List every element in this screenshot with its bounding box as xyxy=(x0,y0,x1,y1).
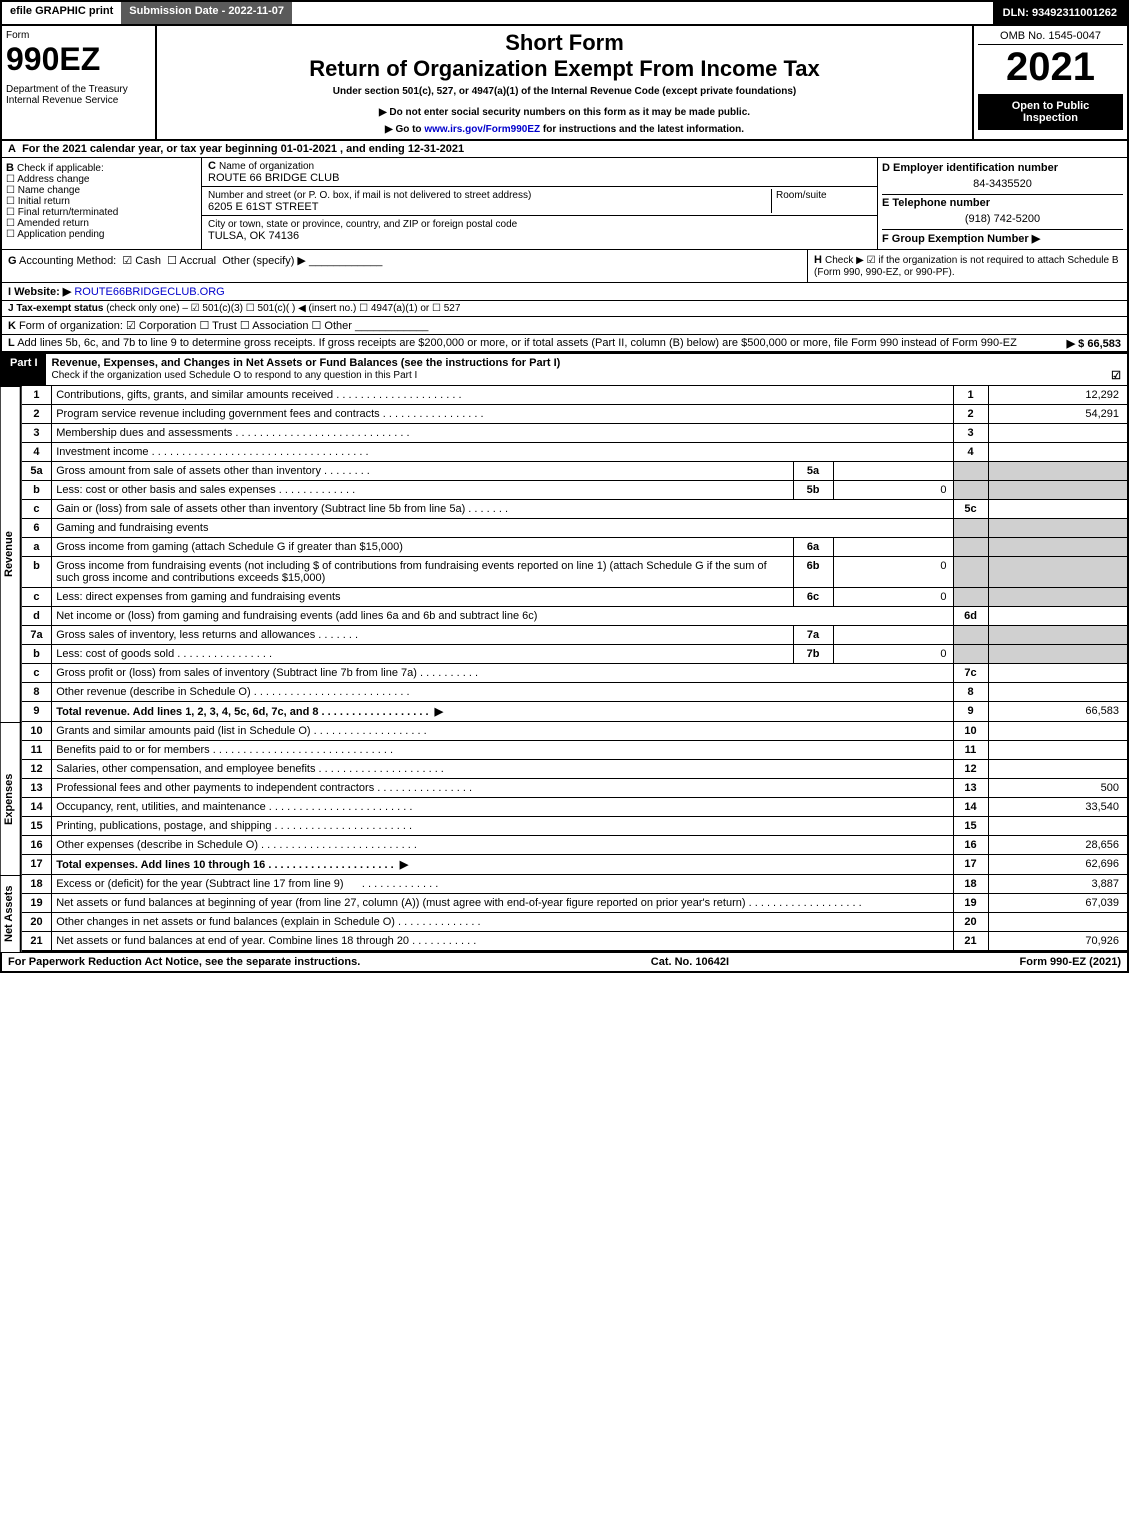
chk-amended-return[interactable]: Amended return xyxy=(6,218,197,229)
org-city: TULSA, OK 74136 xyxy=(208,230,299,242)
goto-link[interactable]: ▶ Go to www.irs.gov/Form990EZ for instru… xyxy=(161,124,968,135)
line-7a: 7aGross sales of inventory, less returns… xyxy=(22,626,1128,645)
omb-number: OMB No. 1545-0047 xyxy=(978,30,1123,45)
expenses-block: Expenses 10Grants and similar amounts pa… xyxy=(0,722,1129,875)
gross-receipts: ▶ $ 66,583 xyxy=(1067,337,1121,350)
short-form-title: Short Form xyxy=(161,30,968,56)
chk-cash[interactable]: Cash xyxy=(122,255,161,267)
section-g: G Accounting Method: Cash Accrual Other … xyxy=(2,250,807,282)
chk-accrual[interactable]: Accrual xyxy=(167,255,216,267)
line-6b: bGross income from fundraising events (n… xyxy=(22,557,1128,588)
ssn-warning: ▶ Do not enter social security numbers o… xyxy=(161,107,968,118)
section-c: C Name of organization ROUTE 66 BRIDGE C… xyxy=(202,158,877,249)
dept-label: Department of the Treasury xyxy=(6,84,151,95)
line-21: 21Net assets or fund balances at end of … xyxy=(22,932,1128,952)
line-5a: 5aGross amount from sale of assets other… xyxy=(22,462,1128,481)
line-16: 16Other expenses (describe in Schedule O… xyxy=(22,836,1128,855)
subtitle: Under section 501(c), 527, or 4947(a)(1)… xyxy=(161,86,968,97)
main-title: Return of Organization Exempt From Incom… xyxy=(161,56,968,82)
revenue-side-label: Revenue xyxy=(0,386,22,722)
submission-date: Submission Date - 2022-11-07 xyxy=(121,2,292,24)
chk-name-change[interactable]: Name change xyxy=(6,185,197,196)
chk-initial-return[interactable]: Initial return xyxy=(6,196,197,207)
tax-year: 2021 xyxy=(978,45,1123,90)
net-assets-side-label: Net Assets xyxy=(0,875,22,952)
dln-label: DLN: 93492311001262 xyxy=(993,2,1127,24)
section-j: J Tax-exempt status (check only one) – ☑… xyxy=(0,301,1129,317)
line-12: 12Salaries, other compensation, and empl… xyxy=(22,760,1128,779)
section-k: K Form of organization: ☑ Corporation ☐ … xyxy=(0,317,1129,335)
line-1: 1Contributions, gifts, grants, and simil… xyxy=(22,386,1128,405)
form-label: Form xyxy=(6,30,151,41)
line-13: 13Professional fees and other payments t… xyxy=(22,779,1128,798)
line-19: 19Net assets or fund balances at beginni… xyxy=(22,894,1128,913)
line-20: 20Other changes in net assets or fund ba… xyxy=(22,913,1128,932)
line-3: 3Membership dues and assessments . . . .… xyxy=(22,424,1128,443)
line-9: 9Total revenue. Add lines 1, 2, 3, 4, 5c… xyxy=(22,702,1128,722)
line-6c: cLess: direct expenses from gaming and f… xyxy=(22,588,1128,607)
part-i-header: Part I Revenue, Expenses, and Changes in… xyxy=(0,352,1129,386)
line-7c: cGross profit or (loss) from sales of in… xyxy=(22,664,1128,683)
line-8: 8Other revenue (describe in Schedule O) … xyxy=(22,683,1128,702)
org-name: ROUTE 66 BRIDGE CLUB xyxy=(208,172,339,184)
expenses-side-label: Expenses xyxy=(0,722,22,875)
line-5b: bLess: cost or other basis and sales exp… xyxy=(22,481,1128,500)
phone-value: (918) 742-5200 xyxy=(882,209,1123,229)
page-footer: For Paperwork Reduction Act Notice, see … xyxy=(0,952,1129,973)
section-b: B Check if applicable: Address change Na… xyxy=(2,158,202,249)
line-15: 15Printing, publications, postage, and s… xyxy=(22,817,1128,836)
irs-label: Internal Revenue Service xyxy=(6,95,151,106)
ein-value: 84-3435520 xyxy=(882,174,1123,194)
line-6d: dNet income or (loss) from gaming and fu… xyxy=(22,607,1128,626)
line-5c: cGain or (loss) from sale of assets othe… xyxy=(22,500,1128,519)
entity-block: B Check if applicable: Address change Na… xyxy=(0,158,1129,250)
line-2: 2Program service revenue including gover… xyxy=(22,405,1128,424)
line-4: 4Investment income . . . . . . . . . . .… xyxy=(22,443,1128,462)
room-suite-label: Room/suite xyxy=(776,190,827,201)
org-street: 6205 E 61ST STREET xyxy=(208,201,318,213)
form-header: Form 990EZ Department of the Treasury In… xyxy=(0,26,1129,141)
net-assets-block: Net Assets 18Excess or (deficit) for the… xyxy=(0,875,1129,952)
line-14: 14Occupancy, rent, utilities, and mainte… xyxy=(22,798,1128,817)
line-6: 6Gaming and fundraising events xyxy=(22,519,1128,538)
section-l: L Add lines 5b, 6c, and 7b to line 9 to … xyxy=(0,335,1129,352)
line-10: 10Grants and similar amounts paid (list … xyxy=(22,722,1128,741)
open-to-public: Open to Public Inspection xyxy=(978,94,1123,130)
paperwork-notice: For Paperwork Reduction Act Notice, see … xyxy=(8,956,360,968)
section-d-e-f: D Employer identification number 84-3435… xyxy=(877,158,1127,249)
form-number: 990EZ xyxy=(6,41,151,78)
cat-no: Cat. No. 10642I xyxy=(651,956,729,968)
website-link[interactable]: ROUTE66BRIDGECLUB.ORG xyxy=(74,286,224,298)
chk-address-change[interactable]: Address change xyxy=(6,174,197,185)
section-i: I Website: ▶ ROUTE66BRIDGECLUB.ORG xyxy=(0,283,1129,301)
line-7b: bLess: cost of goods sold . . . . . . . … xyxy=(22,645,1128,664)
section-h: H Check ▶ ☑ if the organization is not r… xyxy=(807,250,1127,282)
line-11: 11Benefits paid to or for members . . . … xyxy=(22,741,1128,760)
line-17: 17Total expenses. Add lines 10 through 1… xyxy=(22,855,1128,875)
topbar: efile GRAPHIC print Submission Date - 20… xyxy=(0,0,1129,26)
line-6a: aGross income from gaming (attach Schedu… xyxy=(22,538,1128,557)
revenue-block: Revenue 1Contributions, gifts, grants, a… xyxy=(0,386,1129,722)
section-a: A For the 2021 calendar year, or tax yea… xyxy=(0,141,1129,158)
form-rev: Form 990-EZ (2021) xyxy=(1020,956,1121,968)
irs-url[interactable]: www.irs.gov/Form990EZ xyxy=(424,124,540,135)
chk-final-return[interactable]: Final return/terminated xyxy=(6,207,197,218)
part-i-schedule-o-check[interactable]: ☑ xyxy=(1111,369,1121,382)
efile-print-button[interactable]: efile GRAPHIC print xyxy=(2,2,121,24)
line-18: 18Excess or (deficit) for the year (Subt… xyxy=(22,875,1128,894)
chk-application-pending[interactable]: Application pending xyxy=(6,229,197,240)
